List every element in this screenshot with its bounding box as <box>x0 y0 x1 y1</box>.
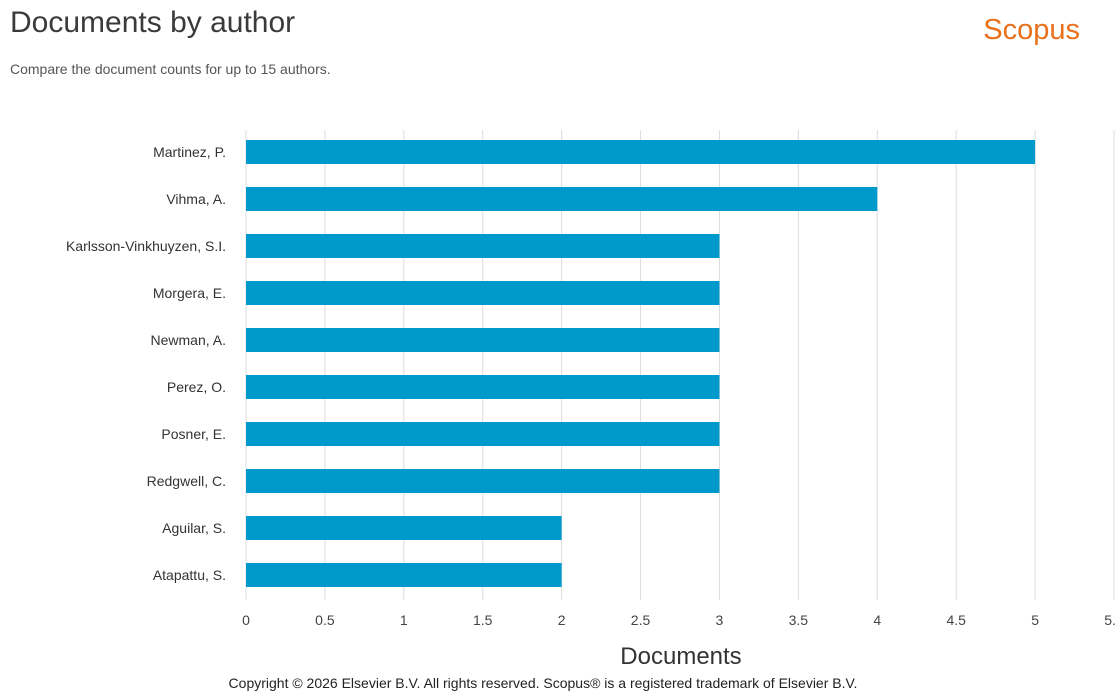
bar[interactable] <box>246 281 720 305</box>
category-label: Redgwell, C. <box>147 473 226 489</box>
page-subtitle: Compare the document counts for up to 15… <box>10 61 331 77</box>
category-label: Martinez, P. <box>153 144 226 160</box>
x-axis-title: Documents <box>620 643 741 670</box>
category-label: Posner, E. <box>161 426 226 442</box>
x-tick-label: 0 <box>242 612 250 628</box>
x-tick-label: 0.5 <box>315 612 335 628</box>
category-label: Atapattu, S. <box>153 567 226 583</box>
x-tick-label: 3 <box>716 612 724 628</box>
bar[interactable] <box>246 375 720 399</box>
x-tick-labels: 0 0.5 1 1.5 2 2.5 3 3.5 4 4.5 5 5.5 <box>242 612 1116 628</box>
category-labels: Martinez, P. Vihma, A. Karlsson-Vinkhuyzen… <box>66 144 226 583</box>
category-label: Morgera, E. <box>153 285 226 301</box>
bar[interactable] <box>246 234 720 258</box>
bar[interactable] <box>246 563 562 587</box>
x-tick-label: 3.5 <box>789 612 809 628</box>
x-tick-label: 5.5 <box>1104 612 1116 628</box>
scopus-logo: Scopus <box>983 14 1080 46</box>
category-label: Perez, O. <box>167 379 226 395</box>
copyright-notice: Copyright © 2026 Elsevier B.V. All right… <box>228 675 858 691</box>
x-tick-label: 5 <box>1031 612 1039 628</box>
x-tick-label: 2 <box>558 612 566 628</box>
category-label: Newman, A. <box>151 332 226 348</box>
x-tick-label: 1 <box>400 612 408 628</box>
bar[interactable] <box>246 469 720 493</box>
bar[interactable] <box>246 422 720 446</box>
page-title: Documents by author <box>10 6 296 39</box>
x-tick-label: 1.5 <box>473 612 493 628</box>
category-label: Karlsson-Vinkhuyzen, S.I. <box>66 238 226 254</box>
x-tick-label: 4 <box>873 612 881 628</box>
category-label: Aguilar, S. <box>162 520 226 536</box>
x-tick-label: 2.5 <box>631 612 651 628</box>
bar[interactable] <box>246 328 720 352</box>
category-label: Vihma, A. <box>166 191 226 207</box>
bar[interactable] <box>246 187 878 211</box>
bar[interactable] <box>246 140 1036 164</box>
bar[interactable] <box>246 516 562 540</box>
bars <box>246 140 1036 587</box>
x-tick-label: 4.5 <box>946 612 966 628</box>
